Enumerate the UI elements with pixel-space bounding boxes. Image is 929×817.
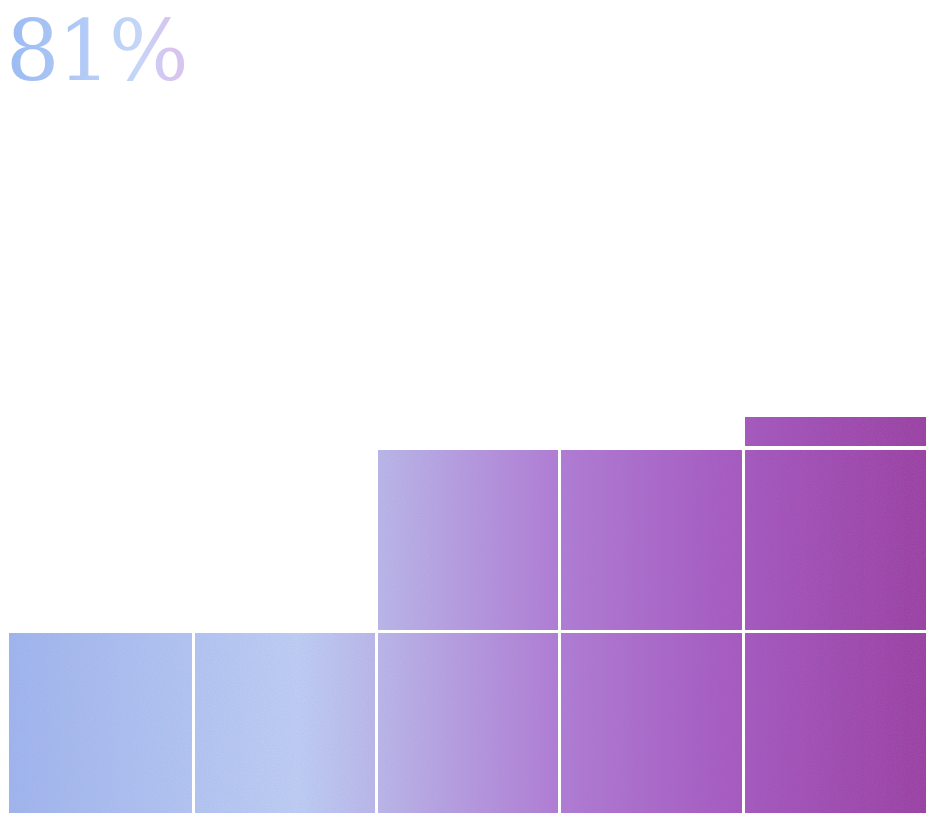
block [9,633,192,813]
blocks [9,417,926,813]
block [378,450,558,630]
block-partial [745,417,926,446]
block [561,450,742,630]
block [195,633,375,813]
block [561,633,742,813]
block [745,633,926,813]
block [378,633,558,813]
stat-value: 81% [6,2,187,100]
block [745,450,926,630]
